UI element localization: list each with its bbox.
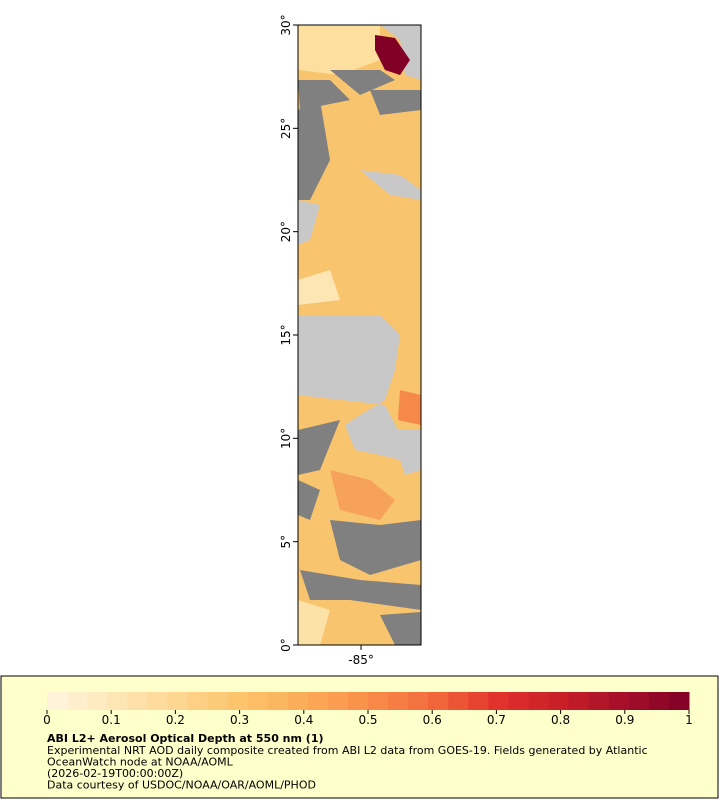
colorbar-cell — [548, 692, 570, 710]
colorbar-cell — [267, 692, 289, 710]
colorbar-cell — [528, 692, 550, 710]
caption-line: Experimental NRT AOD daily composite cre… — [47, 744, 648, 757]
colorbar-cell — [107, 692, 128, 710]
caption-title: ABI L2+ Aerosol Optical Depth at 550 nm … — [47, 732, 324, 745]
lat-tick-label: 30° — [279, 14, 293, 35]
colorbar-cell — [508, 692, 529, 710]
colorbar-cell — [668, 692, 690, 710]
colorbar-tick-label: 0.3 — [230, 713, 249, 727]
colorbar-tick-label: 0.5 — [358, 713, 377, 727]
colorbar-cell — [388, 692, 409, 710]
colorbar-cell — [47, 692, 68, 710]
caption-line: OceanWatch node at NOAA/AOML — [47, 756, 234, 769]
caption-line: (2026-02-19T00:00:00Z) — [47, 767, 183, 780]
colorbar-cell — [327, 692, 349, 710]
colorbar-cell — [227, 692, 249, 710]
lat-tick-label: 15° — [279, 324, 293, 345]
caption-line: Data courtesy of USDOC/NOAA/OAR/AOML/PHO… — [47, 779, 316, 792]
lat-tick-label: 10° — [279, 428, 293, 449]
colorbar-cell — [167, 692, 188, 710]
colorbar-cell — [67, 692, 88, 710]
colorbar-cell — [408, 692, 429, 710]
colorbar-tick-label: 1 — [685, 713, 693, 727]
colorbar-tick-label: 0.4 — [294, 713, 313, 727]
colorbar-cell — [468, 692, 489, 710]
colorbar-cell — [488, 692, 509, 710]
lat-tick-label: 5° — [279, 535, 293, 549]
lat-tick-label: 0° — [279, 638, 293, 652]
colorbar-cell — [87, 692, 108, 710]
colorbar-cell — [287, 692, 309, 710]
colorbar-tick-label: 0.1 — [102, 713, 121, 727]
colorbar-cell — [247, 692, 269, 710]
colorbar-cell — [368, 692, 389, 710]
lon-tick-label: -85° — [348, 653, 374, 667]
colorbar-tick-label: 0.8 — [551, 713, 570, 727]
map-image — [298, 25, 421, 645]
colorbar-tick-label: 0.9 — [615, 713, 634, 727]
colorbar-cell — [628, 692, 650, 710]
colorbar-cell — [347, 692, 369, 710]
lat-tick-label: 20° — [279, 221, 293, 242]
colorbar-cell — [428, 692, 449, 710]
colorbar-cell — [608, 692, 630, 710]
colorbar-tick-label: 0.6 — [423, 713, 442, 727]
colorbar-tick-label: 0.7 — [487, 713, 506, 727]
colorbar-cell — [127, 692, 148, 710]
colorbar-cell — [187, 692, 208, 710]
colorbar-tick-label: 0.2 — [166, 713, 185, 727]
colorbar-cell — [147, 692, 168, 710]
colorbar-cell — [588, 692, 610, 710]
colorbar-cell — [448, 692, 469, 710]
colorbar-cell — [568, 692, 590, 710]
colorbar-tick-label: 0 — [43, 713, 51, 727]
colorbar-cell — [648, 692, 670, 710]
colorbar-cell — [207, 692, 229, 710]
lat-tick-label: 25° — [279, 118, 293, 139]
colorbar-cell — [307, 692, 329, 710]
